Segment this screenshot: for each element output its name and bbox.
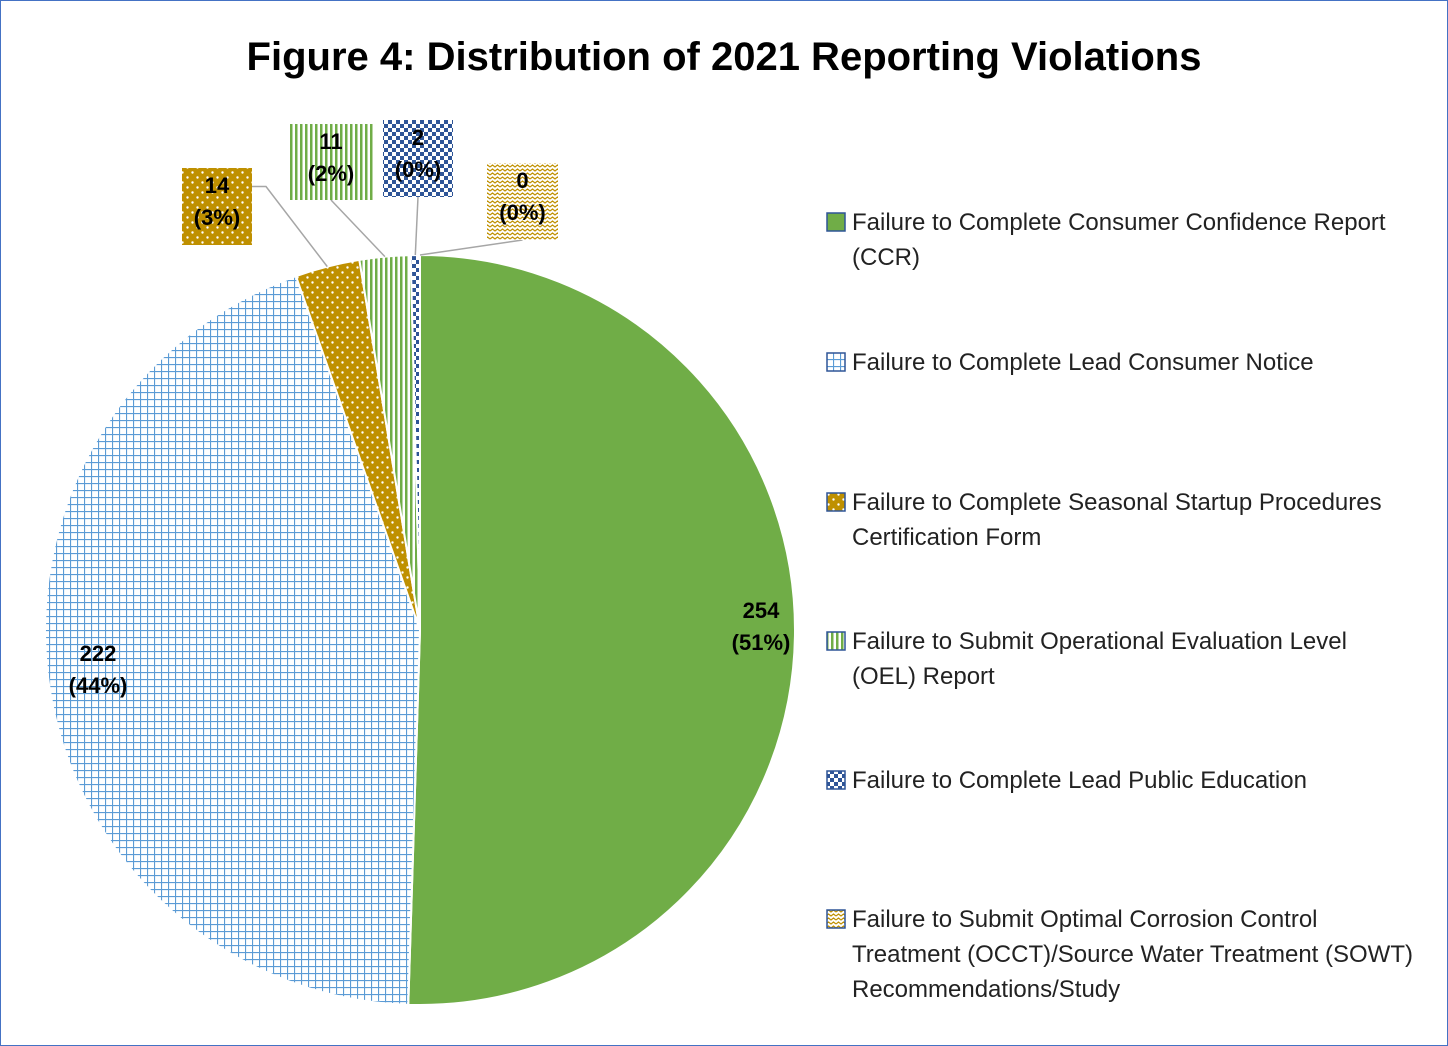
- label-box: [383, 120, 453, 197]
- percent-label: (51%): [732, 630, 791, 655]
- legend-label: Failure to Complete Seasonal Startup Pro…: [852, 489, 1382, 551]
- legend-label: Failure to Complete Lead Consumer Notice: [852, 349, 1314, 376]
- legend-swatch-box: [826, 492, 846, 512]
- legend-item: Failure to Complete Lead Consumer Notice: [826, 345, 1416, 380]
- leader-line: [330, 199, 386, 258]
- percent-label: (0%): [395, 157, 441, 182]
- legend-label: Failure to Complete Lead Public Educatio…: [852, 767, 1307, 794]
- label-box: [182, 168, 252, 245]
- legend-swatch: [826, 909, 846, 929]
- legend-item: Failure to Complete Seasonal Startup Pro…: [826, 485, 1416, 555]
- legend-item: Failure to Complete Lead Public Educatio…: [826, 763, 1416, 798]
- legend-swatch: [826, 212, 846, 232]
- leader-line: [419, 239, 523, 256]
- legend-swatch: [826, 770, 846, 790]
- data-label: 11: [319, 129, 342, 154]
- leader-line: [252, 185, 328, 268]
- pie-slice: [43, 274, 422, 1006]
- legend-swatch-box: [826, 770, 846, 790]
- legend-swatch-box: [826, 212, 846, 232]
- legend-item: Failure to Submit Operational Evaluation…: [826, 624, 1416, 694]
- legend-label: Failure to Complete Consumer Confidence …: [852, 209, 1386, 271]
- data-label: 222: [80, 641, 117, 666]
- percent-label: (0%): [499, 200, 545, 225]
- label-box: [289, 124, 373, 200]
- legend-label: Failure to Submit Optimal Corrosion Cont…: [852, 906, 1413, 1003]
- chart-title: Figure 4: Distribution of 2021 Reporting…: [247, 35, 1202, 79]
- percent-label: (44%): [69, 673, 128, 698]
- legend-label: Failure to Submit Operational Evaluation…: [852, 628, 1347, 690]
- data-label: 14: [205, 173, 230, 198]
- legend-swatch-box: [826, 909, 846, 929]
- percent-label: (2%): [308, 161, 354, 186]
- legend-swatch-box: [826, 631, 846, 651]
- label-box: [487, 163, 558, 240]
- percent-label: (3%): [194, 205, 240, 230]
- data-label: 2: [412, 125, 424, 150]
- legend-swatch-box: [826, 352, 846, 372]
- legend-swatch: [826, 631, 846, 651]
- data-label: 254: [743, 598, 780, 623]
- legend-swatch: [826, 352, 846, 372]
- leader-line: [414, 196, 419, 256]
- data-label: 0: [516, 168, 528, 193]
- pie-slice: [407, 253, 796, 1006]
- legend-item: Failure to Complete Consumer Confidence …: [826, 205, 1416, 275]
- legend-item: Failure to Submit Optimal Corrosion Cont…: [826, 902, 1416, 1007]
- legend-swatch: [826, 492, 846, 512]
